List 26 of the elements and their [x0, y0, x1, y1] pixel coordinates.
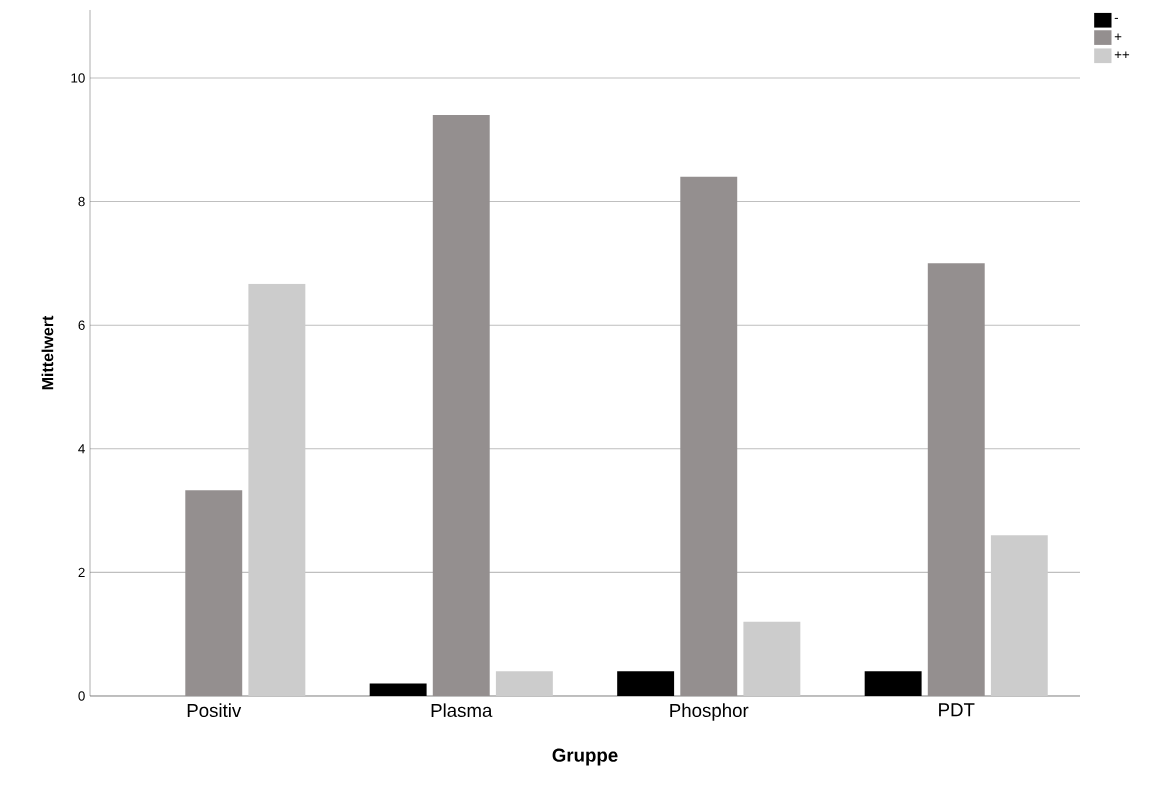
- y-tick-label: 4: [78, 444, 85, 454]
- bar: [248, 283, 306, 696]
- x-axis-title: Gruppe: [552, 748, 618, 766]
- x-tick-label: PDT: [939, 703, 975, 717]
- bar: [680, 176, 738, 696]
- y-tick-label: 2: [78, 567, 85, 578]
- y-tick-label: 8: [78, 196, 85, 207]
- bar: [927, 263, 985, 696]
- bar: [495, 671, 553, 696]
- bar: [743, 621, 801, 696]
- bar: [864, 671, 922, 696]
- y-tick-label: 6: [78, 320, 85, 330]
- bar: [990, 535, 1048, 696]
- bar: [369, 683, 427, 696]
- x-tick-label: Positiv: [187, 703, 242, 718]
- bar: [432, 115, 490, 696]
- y-tick-label: 10: [71, 73, 85, 83]
- legend-label: -: [1114, 17, 1119, 19]
- legend-label: ++: [1114, 51, 1130, 59]
- legend-label: +: [1114, 33, 1122, 40]
- x-tick-label: Plasma: [431, 703, 493, 718]
- x-tick-label: Phosphor: [670, 703, 749, 721]
- y-axis-title: Mittelwert: [41, 315, 54, 390]
- bar: [617, 671, 675, 696]
- bar: [185, 490, 243, 696]
- y-tick-label: 0: [78, 691, 85, 701]
